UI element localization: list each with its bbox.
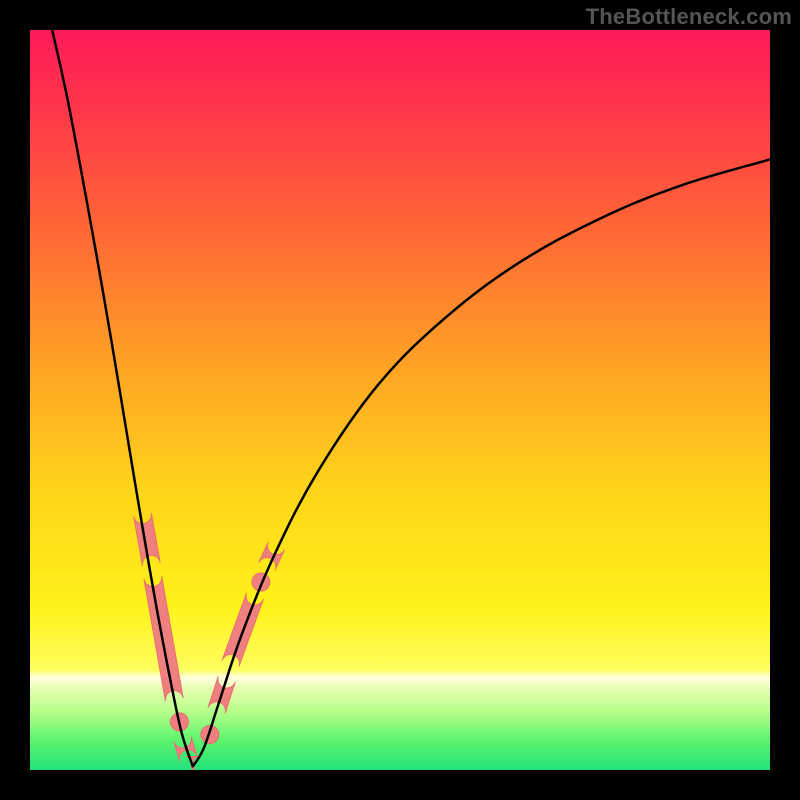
gradient-background: [30, 30, 770, 770]
chart-container: TheBottleneck.com: [0, 0, 800, 800]
chart-svg: [0, 0, 800, 800]
watermark-text: TheBottleneck.com: [586, 4, 792, 30]
